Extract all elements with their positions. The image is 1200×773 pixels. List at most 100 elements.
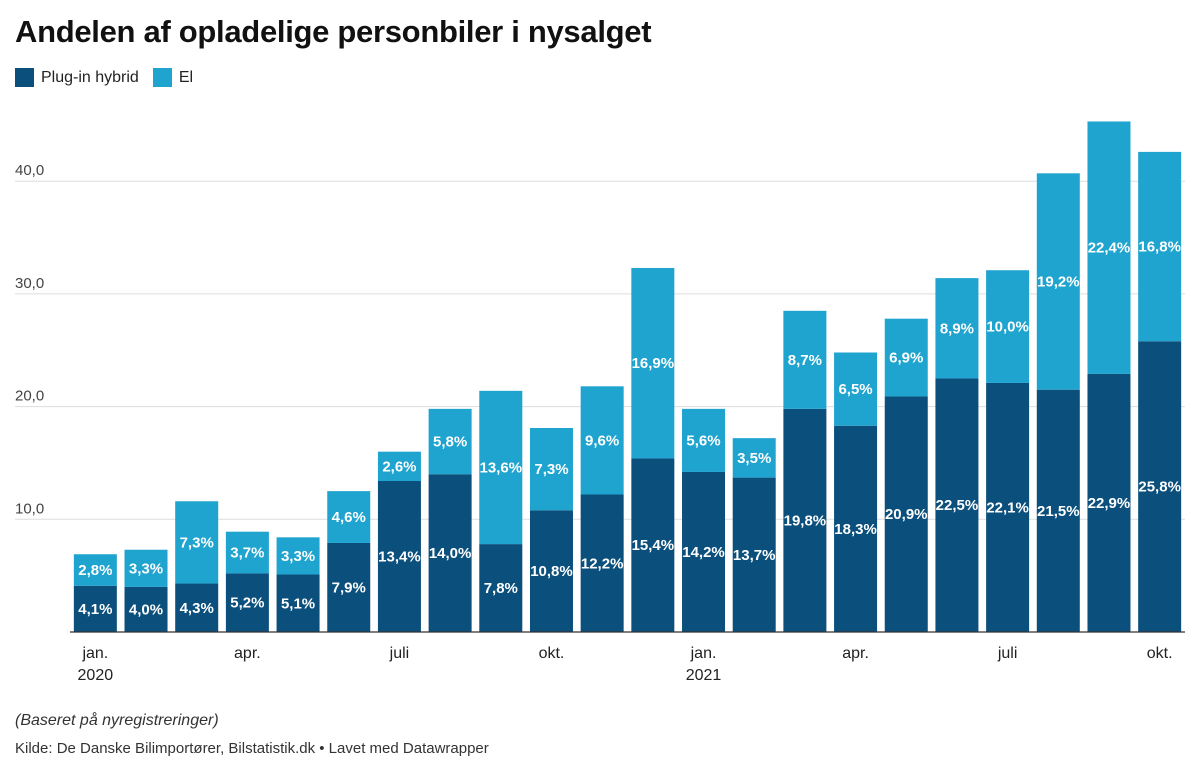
x-tick-label: jan.: [81, 645, 108, 662]
y-tick-label: 40,0: [15, 162, 44, 179]
bar-el: [1087, 121, 1131, 374]
bar-plugin-hybrid: [732, 477, 776, 632]
y-tick-label: 10,0: [15, 500, 44, 517]
data-label-el: 16,8%: [1138, 239, 1181, 256]
x-tick-label: apr.: [234, 645, 261, 662]
bar-el: [1138, 151, 1182, 342]
bar-plugin-hybrid: [73, 585, 117, 632]
bar-plugin-hybrid: [276, 574, 320, 632]
data-label-plugin-hybrid: 4,3%: [180, 600, 214, 617]
bar-el: [783, 310, 827, 409]
x-tick-label: apr.: [842, 645, 869, 662]
legend-label-plugin-hybrid: Plug-in hybrid: [41, 68, 139, 86]
legend-item-el: El: [152, 68, 194, 87]
bar-plugin-hybrid: [377, 480, 421, 632]
bar-plugin-hybrid: [327, 542, 371, 632]
data-label-el: 3,3%: [281, 548, 315, 565]
data-label-plugin-hybrid: 7,8%: [484, 580, 518, 597]
bar-plugin-hybrid: [479, 544, 523, 632]
bar-plugin-hybrid: [986, 382, 1030, 632]
data-label-plugin-hybrid: 10,8%: [530, 563, 573, 580]
data-label-el: 5,6%: [686, 432, 720, 449]
data-label-plugin-hybrid: 22,1%: [986, 499, 1029, 516]
legend-item-plugin-hybrid: Plug-in hybrid: [15, 68, 139, 87]
data-label-el: 10,0%: [986, 319, 1029, 336]
data-label-el: 7,3%: [534, 461, 568, 478]
y-tick-label: 30,0: [15, 275, 44, 292]
data-label-plugin-hybrid: 7,9%: [332, 579, 366, 596]
data-label-el: 3,3%: [129, 560, 163, 577]
data-label-el: 7,3%: [180, 534, 214, 551]
bar-el: [529, 428, 573, 511]
bar-el: [580, 386, 624, 495]
bar-plugin-hybrid: [631, 458, 675, 632]
bar-el: [73, 554, 117, 586]
bar-plugin-hybrid: [935, 378, 979, 632]
x-tick-label: okt.: [539, 645, 565, 662]
y-tick-label: 20,0: [15, 388, 44, 405]
source-line: Kilde: De Danske Bilimportører, Bilstati…: [15, 740, 489, 757]
legend-swatch-el: [152, 68, 172, 87]
legend: Plug-in hybrid El: [15, 68, 193, 87]
bar-el: [327, 491, 371, 543]
bar-el: [377, 451, 421, 481]
bar-plugin-hybrid: [1138, 341, 1182, 632]
stacked-bar-chart: 10,0 20,0 30,0 40,0 4,1% 2,8% 4,0% 3,3% 4,3% 7,3%…: [15, 121, 1185, 684]
data-label-el: 2,6%: [382, 458, 416, 475]
data-label-plugin-hybrid: 19,8%: [784, 512, 827, 529]
bar-el: [631, 267, 675, 459]
bar-el: [884, 318, 928, 397]
legend-label-el: El: [178, 68, 194, 86]
bar-el: [428, 408, 472, 475]
data-label-el: 6,9%: [889, 350, 923, 367]
bar-el: [276, 537, 320, 575]
bar-el: [682, 408, 726, 472]
bar-el: [986, 270, 1030, 383]
data-label-plugin-hybrid: 14,0%: [429, 545, 472, 562]
bar-plugin-hybrid: [175, 583, 219, 632]
bar-el: [935, 278, 979, 379]
bar-el: [834, 352, 878, 426]
data-label-el: 5,8%: [433, 434, 467, 451]
bar-plugin-hybrid: [884, 396, 928, 632]
data-label-el: 8,7%: [788, 352, 822, 369]
x-tick-label: juli: [389, 645, 410, 662]
bar-plugin-hybrid: [783, 408, 827, 632]
data-label-plugin-hybrid: 22,9%: [1088, 495, 1131, 512]
x-tick-label: okt.: [1147, 645, 1173, 662]
x-tick-label: jan.: [690, 645, 717, 662]
chart-title: Andelen af opladelige personbiler i nysa…: [15, 14, 652, 49]
data-label-el: 6,5%: [838, 381, 872, 398]
data-label-plugin-hybrid: 21,5%: [1037, 503, 1080, 520]
x-tick-label-year: 2021: [686, 667, 722, 684]
bar-el: [175, 501, 219, 584]
data-label-plugin-hybrid: 13,4%: [378, 548, 421, 565]
data-label-plugin-hybrid: 15,4%: [632, 537, 675, 554]
data-label-el: 3,5%: [737, 450, 771, 467]
data-label-plugin-hybrid: 22,5%: [936, 497, 979, 514]
data-label-plugin-hybrid: 5,2%: [230, 595, 264, 612]
x-tick-label: juli: [997, 645, 1018, 662]
legend-swatch-plugin-hybrid: [15, 68, 34, 87]
data-label-el: 13,6%: [480, 459, 523, 476]
data-label-plugin-hybrid: 13,7%: [733, 547, 776, 564]
footnote: (Baseret på nyregistreringer): [15, 712, 219, 729]
data-label-plugin-hybrid: 14,2%: [682, 544, 725, 561]
data-label-plugin-hybrid: 25,8%: [1138, 479, 1181, 496]
x-tick-label-year: 2020: [78, 667, 114, 684]
data-label-plugin-hybrid: 4,0%: [129, 601, 163, 618]
bar-plugin-hybrid: [225, 573, 269, 632]
data-label-el: 9,6%: [585, 432, 619, 449]
data-label-plugin-hybrid: 4,1%: [78, 601, 112, 618]
data-label-plugin-hybrid: 18,3%: [834, 521, 877, 538]
data-label-plugin-hybrid: 5,1%: [281, 595, 315, 612]
data-label-el: 22,4%: [1088, 240, 1131, 257]
bar-plugin-hybrid: [1087, 373, 1131, 632]
data-label-el: 19,2%: [1037, 274, 1080, 291]
bar-el: [124, 549, 168, 587]
data-label-el: 3,7%: [230, 545, 264, 562]
data-label-plugin-hybrid: 12,2%: [581, 555, 624, 572]
data-label-el: 2,8%: [78, 562, 112, 579]
data-label-plugin-hybrid: 20,9%: [885, 506, 928, 523]
bar-plugin-hybrid: [428, 474, 472, 632]
